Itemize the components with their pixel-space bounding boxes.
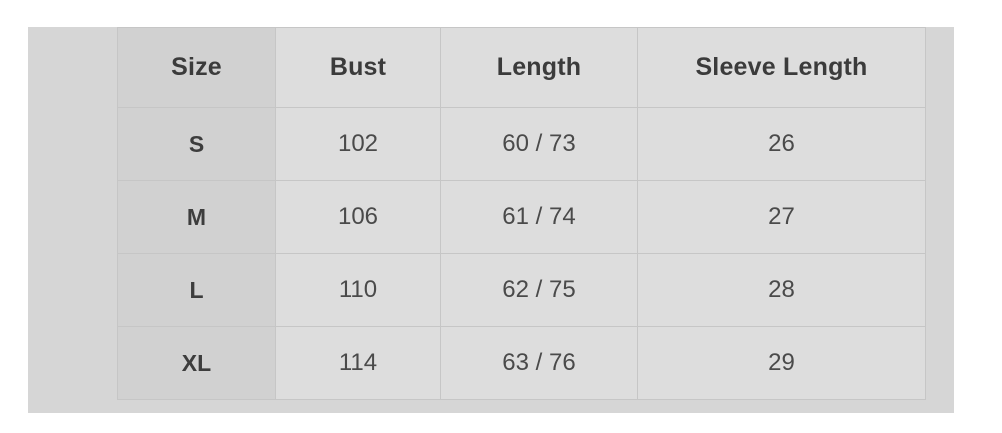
size-chart-header: Size Bust Length Sleeve Length bbox=[117, 27, 926, 108]
cell-length: 62 / 75 bbox=[440, 253, 638, 327]
size-chart-table: Size Bust Length Sleeve Length S 102 60 … bbox=[117, 27, 926, 400]
table-row: L 110 62 / 75 28 bbox=[117, 253, 926, 327]
table-header-row: Size Bust Length Sleeve Length bbox=[117, 27, 926, 108]
cell-bust: 110 bbox=[275, 253, 441, 327]
cell-sleeve-length: 29 bbox=[637, 326, 926, 400]
cell-size: XL bbox=[117, 326, 276, 400]
table-row: XL 114 63 / 76 29 bbox=[117, 326, 926, 400]
cell-sleeve-length: 28 bbox=[637, 253, 926, 327]
cell-sleeve-length: 26 bbox=[637, 107, 926, 181]
column-header-length: Length bbox=[440, 27, 638, 108]
cell-size: S bbox=[117, 107, 276, 181]
cell-sleeve-length: 27 bbox=[637, 180, 926, 254]
column-header-size: Size bbox=[117, 27, 276, 108]
cell-length: 61 / 74 bbox=[440, 180, 638, 254]
cell-bust: 102 bbox=[275, 107, 441, 181]
cell-length: 63 / 76 bbox=[440, 326, 638, 400]
cell-bust: 106 bbox=[275, 180, 441, 254]
cell-size: L bbox=[117, 253, 276, 327]
cell-length: 60 / 73 bbox=[440, 107, 638, 181]
cell-size: M bbox=[117, 180, 276, 254]
column-header-bust: Bust bbox=[275, 27, 441, 108]
table-row: S 102 60 / 73 26 bbox=[117, 107, 926, 181]
column-header-sleeve-length: Sleeve Length bbox=[637, 27, 926, 108]
cell-bust: 114 bbox=[275, 326, 441, 400]
table-row: M 106 61 / 74 27 bbox=[117, 180, 926, 254]
size-chart-body: S 102 60 / 73 26 M 106 61 / 74 27 L 110 … bbox=[117, 107, 926, 400]
